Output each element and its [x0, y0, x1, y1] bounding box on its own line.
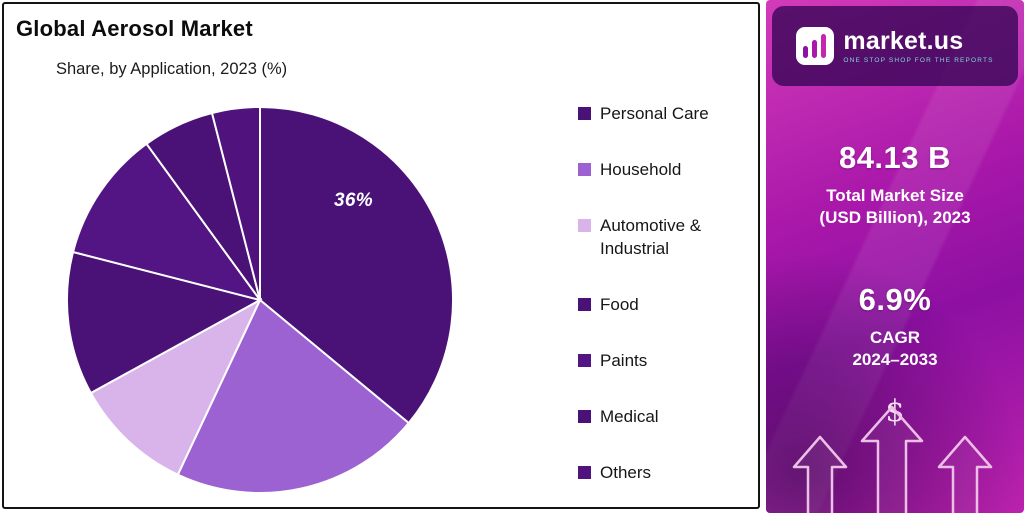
legend-item: Automotive & Industrial — [578, 214, 750, 260]
legend-item: Others — [578, 461, 750, 484]
legend-marker-icon — [578, 107, 591, 120]
legend-marker-icon — [578, 219, 591, 232]
chart-card: Global Aerosol Market Share, by Applicat… — [2, 2, 760, 509]
legend-label: Medical — [600, 407, 659, 426]
page-title: Global Aerosol Market — [16, 16, 253, 41]
legend-label: Household — [600, 160, 682, 179]
market-size-stat: 84.13 B Total Market Size (USD Billion),… — [766, 140, 1024, 229]
legend-item: Medical — [578, 405, 750, 428]
pie-chart — [66, 105, 454, 494]
logo-tagline: ONE STOP SHOP FOR THE REPORTS — [843, 57, 994, 64]
growth-arrows-icon — [792, 405, 993, 513]
brand-panel: market.us ONE STOP SHOP FOR THE REPORTS … — [766, 0, 1024, 513]
legend-label: Automotive & Industrial — [600, 216, 702, 258]
legend-marker-icon — [578, 410, 591, 423]
legend-marker-icon — [578, 466, 591, 479]
pie-slice-automotive-industrial — [89, 297, 263, 476]
logo-text: market.us — [843, 27, 964, 55]
legend-item: Food — [578, 293, 750, 316]
pie-slice-paints — [71, 142, 263, 302]
legend-item: Household — [578, 158, 750, 181]
legend-marker-icon — [578, 354, 591, 367]
market-size-label: Total Market Size (USD Billion), 2023 — [819, 186, 971, 227]
cagr-value: 6.9% — [858, 282, 932, 317]
legend-label: Personal Care — [600, 104, 709, 123]
chart-subtitle: Share, by Application, 2023 (%) — [56, 60, 288, 78]
pie-slice-household — [176, 298, 411, 494]
pie-slice-personal-care — [259, 105, 454, 425]
logo-bars-icon — [803, 34, 827, 58]
pie-slice-food — [66, 250, 263, 395]
legend-label: Others — [600, 463, 652, 482]
legend-item: Personal Care — [578, 102, 750, 125]
pie-slice-others — [210, 105, 261, 301]
cagr-label: CAGR 2024–2033 — [852, 328, 938, 369]
legend-label: Food — [600, 295, 639, 314]
pie-slice-label: 36% — [334, 190, 373, 211]
market-us-logo-icon — [796, 27, 835, 65]
legend-label: Paints — [600, 351, 648, 370]
legend-item: Paints — [578, 349, 750, 372]
cagr-stat: 6.9% CAGR 2024–2033 — [766, 282, 1024, 371]
chart-legend: Personal Care Household Automotive & Indus… — [578, 102, 750, 513]
market-us-logo: market.us ONE STOP SHOP FOR THE REPORTS — [766, 27, 1024, 65]
legend-marker-icon — [578, 163, 591, 176]
market-size-value: 84.13 B — [838, 140, 952, 175]
legend-marker-icon — [578, 298, 591, 311]
